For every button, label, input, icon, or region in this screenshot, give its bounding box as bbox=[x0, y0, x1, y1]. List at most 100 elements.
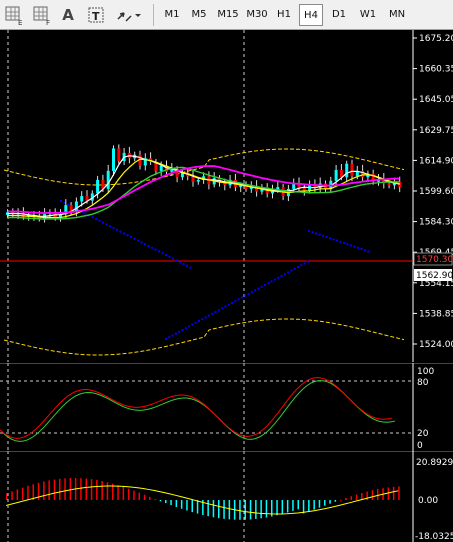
macd-bar bbox=[6, 493, 8, 500]
candle-body bbox=[159, 165, 163, 171]
candle-body bbox=[138, 154, 142, 166]
macd-bar bbox=[11, 491, 13, 500]
sar-dot bbox=[329, 237, 331, 240]
macd-bar bbox=[85, 478, 87, 500]
timeframe-m15[interactable]: M15 bbox=[217, 9, 239, 20]
sar-dot bbox=[116, 228, 118, 231]
stoch-label-0: 0 bbox=[417, 441, 423, 451]
stoch-signal-line bbox=[2, 380, 396, 442]
macd-bar bbox=[244, 500, 246, 520]
macd-bar bbox=[53, 479, 56, 500]
stochastic-pane[interactable]: 100 80 20 0 bbox=[0, 363, 453, 451]
envelope-upper bbox=[3, 148, 405, 186]
macd-pane[interactable]: 20.8929 0.00 -18.0325 bbox=[0, 451, 453, 542]
timeframe-h4[interactable]: H4 bbox=[299, 4, 323, 26]
macd-label-zero: 0.00 bbox=[418, 496, 438, 506]
sar-dot bbox=[257, 287, 260, 290]
price-chart[interactable]: 1675.20 1660.35 1645.05 1629.75 1614.90 1599.… bbox=[0, 30, 453, 362]
sar-dot bbox=[98, 219, 101, 222]
sar-dot bbox=[280, 275, 283, 277]
macd-bar bbox=[180, 500, 183, 509]
sar-dot bbox=[287, 271, 290, 274]
timeframe-m5[interactable]: M5 bbox=[191, 9, 207, 20]
sar-dot bbox=[60, 200, 62, 202]
candle-body bbox=[106, 170, 110, 189]
timeframe-h1[interactable]: H1 bbox=[277, 9, 291, 20]
macd-bar bbox=[398, 486, 400, 500]
sar-dot bbox=[311, 231, 314, 234]
candle-body bbox=[196, 179, 200, 182]
stoch-label-100: 100 bbox=[417, 367, 434, 377]
macd-bar bbox=[324, 500, 326, 506]
sar-dot bbox=[360, 248, 363, 250]
macd-histogram bbox=[6, 478, 400, 520]
timeframe-d1[interactable]: D1 bbox=[331, 9, 347, 20]
text-label-tool-icon[interactable]: T bbox=[84, 3, 108, 27]
sar-dot bbox=[184, 327, 187, 330]
sar-dot bbox=[260, 285, 263, 288]
sar-dot bbox=[277, 276, 280, 279]
candle-body bbox=[191, 176, 195, 182]
macd-bar bbox=[159, 500, 162, 502]
ma-yellow-line bbox=[7, 158, 400, 219]
candle-body bbox=[302, 188, 306, 191]
timeframe-m30[interactable]: M30 bbox=[246, 9, 268, 20]
sar-dot bbox=[339, 240, 342, 243]
sar-dot bbox=[112, 227, 115, 229]
macd-bar bbox=[387, 487, 390, 500]
macd-signal-line bbox=[5, 485, 399, 515]
price-axis-label: 1554.15 bbox=[419, 279, 453, 289]
sar-dot bbox=[137, 239, 139, 242]
macd-bar bbox=[154, 499, 156, 501]
timeframe-m1[interactable]: M1 bbox=[164, 9, 180, 20]
macd-bar bbox=[32, 484, 34, 500]
candle-body bbox=[244, 185, 248, 189]
sar-dot bbox=[91, 216, 94, 219]
macd-bar bbox=[329, 500, 331, 504]
arrows-tool-icon[interactable] bbox=[112, 3, 136, 27]
sar-dot bbox=[290, 269, 293, 272]
envelope-lower bbox=[3, 318, 405, 356]
macd-bar bbox=[339, 499, 342, 501]
macd-bar bbox=[271, 500, 273, 517]
sar-dot bbox=[207, 314, 210, 317]
sar-dot bbox=[267, 282, 270, 285]
sar-dot bbox=[244, 294, 247, 297]
price-axis-label: 1660.35 bbox=[419, 65, 453, 75]
sar-dot bbox=[322, 234, 324, 237]
candle-body bbox=[112, 148, 115, 171]
grid-e-icon[interactable]: E bbox=[2, 3, 26, 27]
macd-bar bbox=[117, 485, 119, 500]
price-axis-label: 1629.75 bbox=[419, 126, 453, 136]
grid-f-icon[interactable]: F bbox=[30, 3, 54, 27]
sar-dot bbox=[254, 289, 257, 292]
macd-bar bbox=[366, 491, 368, 500]
macd-bar bbox=[133, 490, 135, 500]
ma-green-line bbox=[7, 166, 400, 220]
dropdown-icon[interactable] bbox=[131, 3, 145, 27]
macd-bar bbox=[59, 478, 61, 500]
timeframe-w1[interactable]: W1 bbox=[359, 9, 377, 20]
candle-body bbox=[59, 214, 62, 218]
price-axis-label: 1645.05 bbox=[419, 95, 453, 105]
sar-dot bbox=[109, 225, 111, 228]
sar-dot bbox=[179, 261, 181, 264]
macd-bar bbox=[361, 492, 363, 500]
candle-body bbox=[101, 179, 105, 189]
sar-dot bbox=[165, 254, 167, 256]
price-axis-label: 1584.30 bbox=[419, 218, 453, 228]
macd-bar bbox=[260, 500, 262, 519]
candle-body bbox=[143, 158, 147, 166]
price-axis-label: 1614.90 bbox=[419, 156, 453, 166]
macd-bar bbox=[212, 500, 215, 518]
timeframe-mn[interactable]: MN bbox=[388, 9, 406, 20]
sar-dot bbox=[161, 252, 164, 255]
candle-body bbox=[180, 172, 184, 178]
macd-bar bbox=[196, 500, 199, 514]
sar-dot bbox=[102, 221, 104, 224]
macd-bar bbox=[297, 500, 299, 510]
macd-bar bbox=[308, 500, 310, 512]
macd-bar bbox=[37, 482, 40, 500]
text-tool-icon[interactable]: A bbox=[62, 6, 74, 24]
macd-bar bbox=[286, 500, 289, 513]
